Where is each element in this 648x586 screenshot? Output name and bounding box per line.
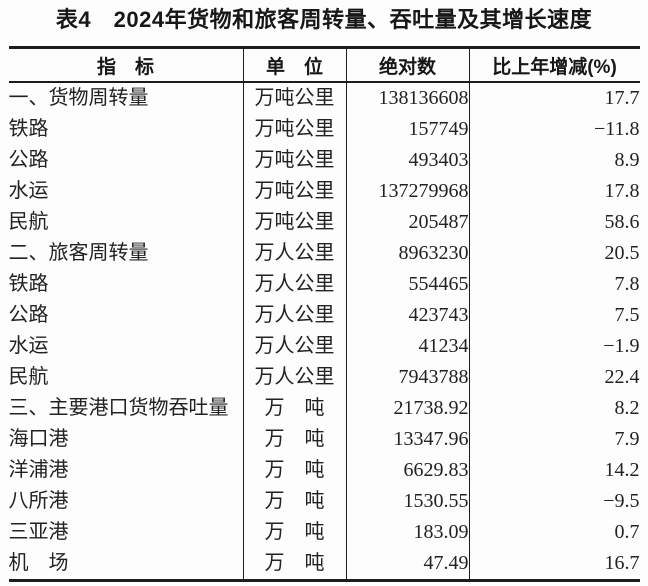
table-cell: 万吨公里 [243,176,347,207]
table-cell: 20.5 [604,242,640,264]
table-row: 水运 万人公里 41234 −1.9 [8,331,640,362]
table-cell: 8.2 [614,397,640,419]
table-cell: 万人公里 [243,238,347,269]
table-cell: 0.7 [614,521,640,543]
table-cell: 万吨公里 [243,207,347,238]
table-cell: 21738.92 [346,393,470,424]
table-cell: 6629.83 [346,455,470,486]
table-cell: 183.09 [346,517,470,548]
table-cell: 157749 [346,114,470,145]
table-row: 三、主要港口货物吞吐量万 吨 21738.92 8.2 [8,393,640,424]
table-cell: −11.8 [593,118,640,140]
table-cell: 万人公里 [243,300,347,331]
table-title: 表4 2024年货物和旅客周转量、吞吐量及其增长速度 [55,7,593,32]
table-cell: 万 吨 [243,393,347,424]
table-cell: 万 吨 [243,548,347,581]
table-cell: 8.9 [614,149,640,171]
table-cell: 水运 [8,176,244,207]
table-cell: 一、货物周转量 [8,82,244,114]
table-cell: 58.6 [604,211,640,233]
header-row: 指 标单 位绝对数 比上年增减(%) [8,47,640,83]
table-row: 二、旅客周转量 万人公里 8963230 20.5 [8,238,640,269]
statistics-table: 指 标单 位绝对数 比上年增减(%) 一、货物周转量 万吨公里 138136608 17… [8,46,640,582]
table-cell: 17.7 [604,87,640,109]
table-cell: 民航 [8,362,244,393]
table-row: 公路 万吨公里 493403 8.9 [8,145,640,176]
table-cell: 公路 [8,145,244,176]
table-row: 民航 万人公里 7943788 22.4 [8,362,640,393]
table-cell: 7.5 [614,304,640,326]
table-cell: 民航 [8,207,244,238]
table-cell: 二、旅客周转量 [8,238,244,269]
table-cell: 洋浦港 [8,455,244,486]
table-row: 三亚港万 吨 183.09 0.7 [8,517,640,548]
table-cell: 554465 [346,269,470,300]
table-cell: 三亚港 [8,517,244,548]
table-cell: 八所港 [8,486,244,517]
table-cell: 22.4 [604,366,640,388]
table-cell: 14.2 [604,459,640,481]
table-row: 海口港万 吨 13347.96 7.9 [8,424,640,455]
table-cell: 205487 [346,207,470,238]
table-row: 铁路 万吨公里 157749 −11.8 [8,114,640,145]
column-header: 单 位 [243,47,347,83]
table-row: 铁路 万人公里 554465 7.8 [8,269,640,300]
table-cell: 493403 [346,145,470,176]
table-cell: 万 吨 [243,517,347,548]
table-row: 水运 万吨公里 137279968 17.8 [8,176,640,207]
table-cell: 万吨公里 [243,114,347,145]
table-row: 八所港万 吨 1530.55 −9.5 [8,486,640,517]
table-cell: 水运 [8,331,244,362]
table-row: 公路 万人公里 423743 7.5 [8,300,640,331]
table-header: 指 标单 位绝对数 比上年增减(%) [8,47,640,83]
table-cell: 16.7 [604,552,640,574]
table-cell: 万人公里 [243,331,347,362]
table-cell: 机 场 [8,548,244,581]
table-cell: 公路 [8,300,244,331]
table-row: 洋浦港万 吨 6629.83 14.2 [8,455,640,486]
table-cell: 铁路 [8,269,244,300]
table-cell: 三、主要港口货物吞吐量 [8,393,244,424]
table-cell: 423743 [346,300,470,331]
table-cell: 8963230 [346,238,470,269]
table-cell: 1530.55 [346,486,470,517]
table-cell: 7.9 [614,428,640,450]
table-cell: 万吨公里 [243,82,347,114]
table-body: 一、货物周转量 万吨公里 138136608 17.7 铁路 万吨公里 157749 −11.… [8,82,640,581]
table-cell: 47.49 [346,548,470,581]
table-cell: 万人公里 [243,362,347,393]
table-cell: 万人公里 [243,269,347,300]
table-row: 一、货物周转量 万吨公里 138136608 17.7 [8,82,640,114]
table-cell: 7943788 [346,362,470,393]
table-cell: 138136608 [346,82,470,114]
table-cell: 海口港 [8,424,244,455]
table-row: 民航 万吨公里 205487 58.6 [8,207,640,238]
column-header: 指 标 [8,47,244,83]
table-cell: 万 吨 [243,455,347,486]
column-header: 比上年增减(%) [469,47,640,83]
table-cell: 13347.96 [346,424,470,455]
table-cell: 万吨公里 [243,145,347,176]
table-cell: 万 吨 [243,424,347,455]
column-header: 绝对数 [346,47,470,83]
table-cell: 137279968 [346,176,470,207]
table-row: 机 场万 吨 47.49 16.7 [8,548,640,581]
table-cell: 铁路 [8,114,244,145]
table-cell: −9.5 [603,490,640,512]
table-cell: 17.8 [604,180,640,202]
table-cell: −1.9 [603,335,640,357]
table-cell: 7.8 [614,273,640,295]
table-cell: 41234 [346,331,470,362]
table-cell: 万 吨 [243,486,347,517]
